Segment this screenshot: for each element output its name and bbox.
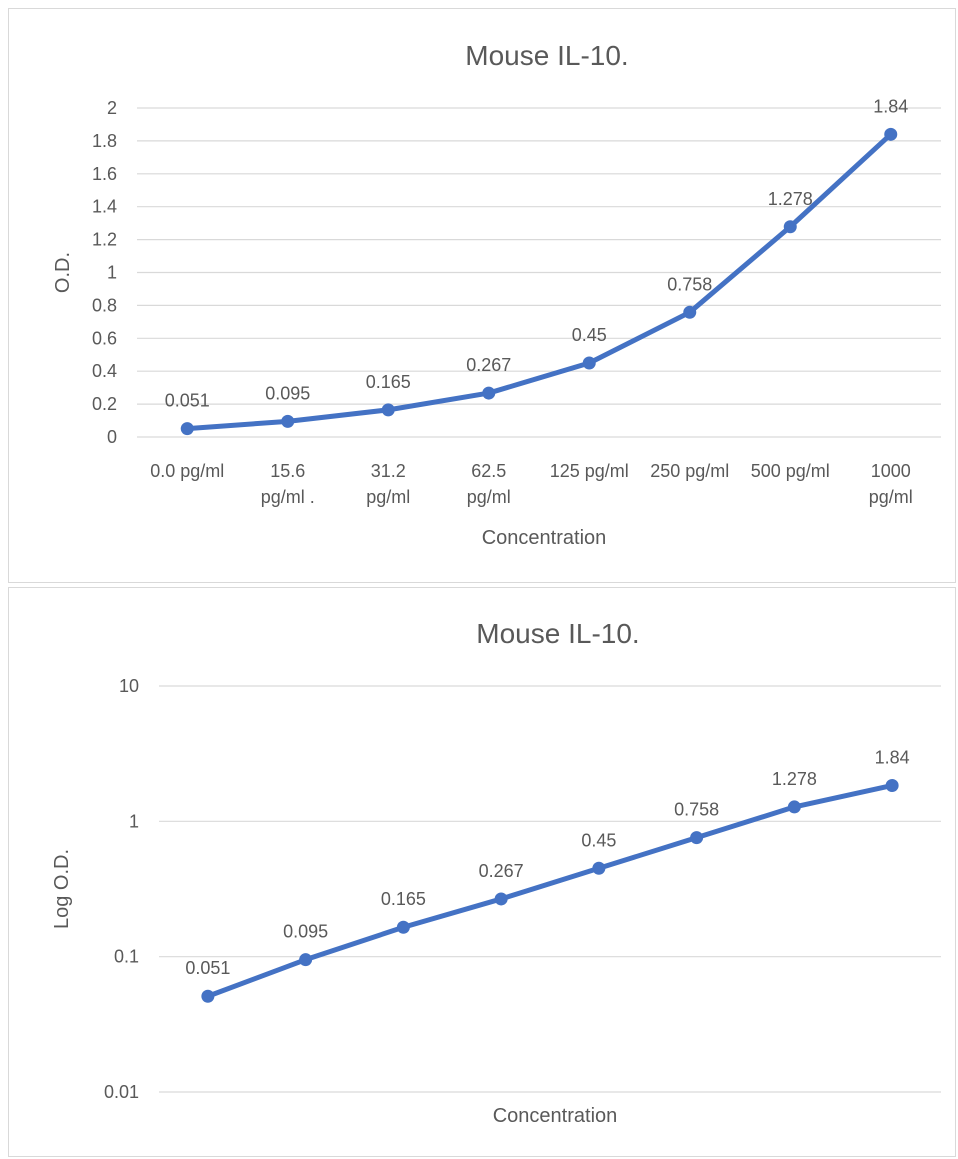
x-tick-label-line: pg/ml . bbox=[261, 487, 315, 507]
data-point bbox=[381, 403, 395, 417]
data-label: 0.45 bbox=[581, 830, 616, 850]
data-point bbox=[396, 920, 410, 934]
chart-panel-linear: Mouse IL-10. 0 0.2 0.4 0.6 0.8 1 1.2 1.4 1.6 1.8 2 0… bbox=[8, 8, 956, 583]
data-point bbox=[201, 989, 215, 1003]
y-axis-title: Log O.D. bbox=[51, 849, 73, 929]
data-label: 0.051 bbox=[185, 958, 230, 978]
x-tick-label-line: 0.0 pg/ml bbox=[150, 461, 224, 481]
y-tick-label: 0.8 bbox=[92, 295, 117, 315]
y-tick-label: 0.2 bbox=[92, 394, 117, 414]
x-axis-title: Concentration bbox=[482, 527, 607, 549]
data-label: 0.267 bbox=[466, 355, 511, 375]
x-tick-label-line: pg/ml bbox=[869, 487, 913, 507]
y-tick-label: 0.6 bbox=[92, 328, 117, 348]
x-tick-label: 125 pg/ml bbox=[550, 461, 629, 481]
data-point bbox=[582, 356, 596, 370]
y-tick-label: 1.8 bbox=[92, 131, 117, 151]
data-point bbox=[180, 422, 194, 436]
x-tick-label: 62.5 pg/ml bbox=[467, 461, 511, 507]
x-tick-label-line: 1000 bbox=[871, 461, 911, 481]
y-tick-label: 0 bbox=[107, 427, 117, 447]
y-tick-label: 2 bbox=[107, 98, 117, 118]
data-point bbox=[884, 127, 898, 141]
x-tick-label-line: 62.5 bbox=[471, 461, 506, 481]
series-line bbox=[184, 131, 894, 432]
y-tick-label: 1.6 bbox=[92, 164, 117, 184]
x-tick-label-line: pg/ml bbox=[366, 487, 410, 507]
y-tick-label: 1.2 bbox=[92, 230, 117, 250]
x-tick-label: 500 pg/ml bbox=[751, 461, 830, 481]
x-tick-label: 0.0 pg/ml bbox=[150, 461, 224, 481]
data-point bbox=[281, 414, 295, 428]
data-point bbox=[787, 800, 801, 814]
data-point bbox=[482, 386, 496, 400]
data-label: 1.84 bbox=[873, 96, 908, 116]
chart-panel-log: Mouse IL-10. 0.01 0.1 1 10 Concentration Log O… bbox=[8, 587, 956, 1157]
data-label: 0.267 bbox=[479, 861, 524, 881]
data-label: 0.051 bbox=[165, 391, 210, 411]
data-label: 0.095 bbox=[265, 383, 310, 403]
data-point bbox=[299, 953, 313, 967]
chart-title: Mouse IL-10. bbox=[476, 618, 639, 649]
x-axis-title: Concentration bbox=[493, 1105, 618, 1127]
data-label: 0.758 bbox=[674, 800, 719, 820]
x-tick-label-line: 125 pg/ml bbox=[550, 461, 629, 481]
x-tick-label: 250 pg/ml bbox=[650, 461, 729, 481]
linear-chart: Mouse IL-10. 0 0.2 0.4 0.6 0.8 1 1.2 1.4 1.6 1.8 2 0… bbox=[52, 40, 941, 549]
data-point bbox=[783, 220, 797, 234]
data-label: 0.165 bbox=[366, 372, 411, 392]
chart-title: Mouse IL-10. bbox=[465, 40, 628, 71]
x-tick-label: 15.6 pg/ml . bbox=[261, 461, 315, 507]
y-tick-label: 1 bbox=[107, 263, 117, 283]
x-tick-label: 31.2 pg/ml bbox=[366, 461, 410, 507]
data-label: 1.278 bbox=[772, 769, 817, 789]
x-tick-label-line: 31.2 bbox=[371, 461, 406, 481]
data-label: 0.45 bbox=[572, 325, 607, 345]
data-point bbox=[885, 778, 899, 792]
x-tick-label-line: 250 pg/ml bbox=[650, 461, 729, 481]
y-tick-label: 0.4 bbox=[92, 361, 117, 381]
x-tick-label: 1000 pg/ml bbox=[869, 461, 913, 507]
data-point bbox=[690, 831, 704, 845]
y-axis-title: O.D. bbox=[52, 252, 74, 293]
x-tick-label-line: 500 pg/ml bbox=[751, 461, 830, 481]
data-label: 0.758 bbox=[667, 274, 712, 294]
data-label: 1.278 bbox=[768, 189, 813, 209]
data-label: 1.84 bbox=[875, 747, 910, 767]
x-tick-label-line: pg/ml bbox=[467, 487, 511, 507]
log-chart: Mouse IL-10. 0.01 0.1 1 10 Concentration Log O… bbox=[51, 618, 941, 1127]
data-label: 0.095 bbox=[283, 922, 328, 942]
data-label: 0.165 bbox=[381, 889, 426, 909]
series-line bbox=[205, 782, 895, 999]
data-point bbox=[592, 861, 606, 875]
data-point bbox=[494, 892, 508, 906]
x-tick-label-line: 15.6 bbox=[270, 461, 305, 481]
y-tick-label: 0.01 bbox=[104, 1082, 139, 1102]
y-tick-label: 0.1 bbox=[114, 947, 139, 967]
y-tick-label: 1 bbox=[129, 811, 139, 831]
y-tick-label: 1.4 bbox=[92, 197, 117, 217]
data-point bbox=[683, 305, 697, 319]
y-tick-label: 10 bbox=[119, 676, 139, 696]
